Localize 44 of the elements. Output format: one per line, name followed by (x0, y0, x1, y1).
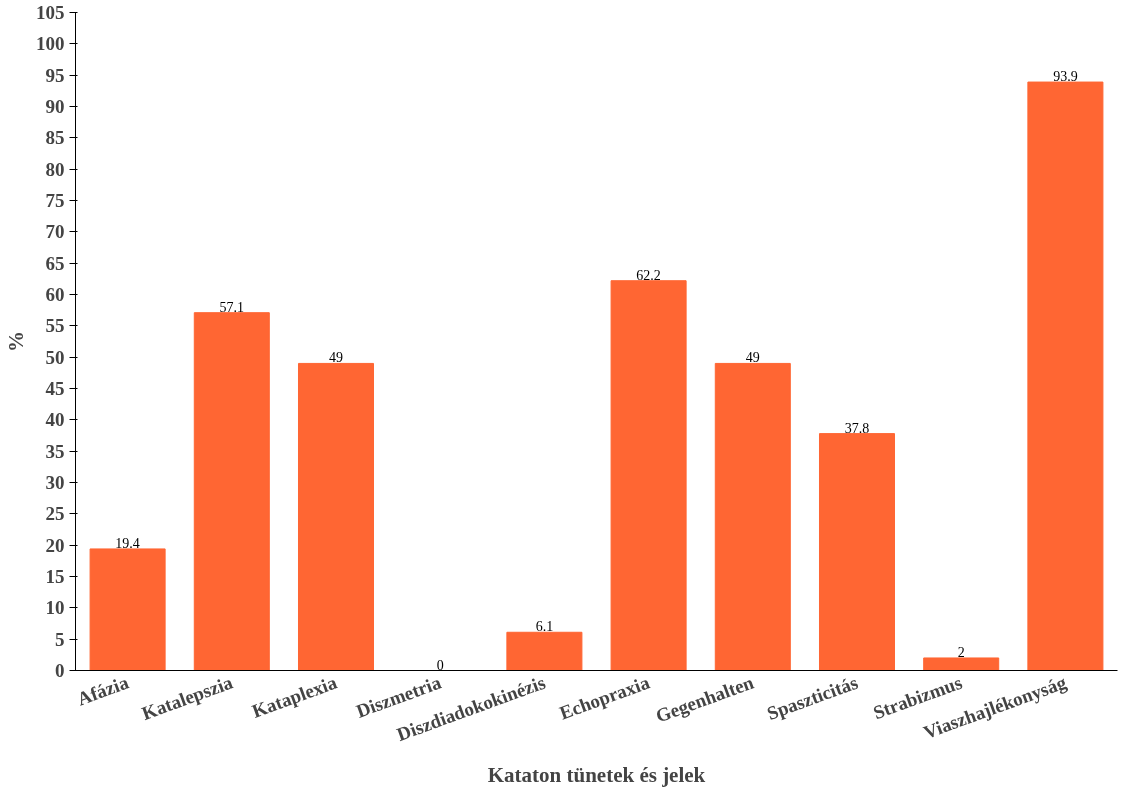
y-tick-label: 75 (45, 190, 65, 211)
y-tick-label: 30 (45, 472, 65, 493)
data-label: 0 (436, 657, 444, 673)
y-tick-label: 105 (36, 2, 65, 23)
y-tick-label: 65 (45, 252, 65, 274)
y-tick-label: 100 (36, 33, 65, 55)
y-tick-label: 0 (55, 660, 65, 681)
y-tick-label: 80 (45, 158, 65, 180)
y-tick-label: 5 (55, 628, 65, 650)
bar (193, 312, 270, 671)
y-tick-label: 15 (45, 566, 65, 587)
y-tick-label: 45 (45, 378, 65, 399)
data-label: 37.8 (844, 420, 870, 436)
data-label: 49 (745, 350, 760, 366)
y-tick-label: 10 (45, 597, 65, 619)
y-tick-label: 90 (45, 96, 65, 117)
bar (610, 280, 687, 671)
x-axis-title: Kataton tünetek és jelek (487, 762, 706, 787)
y-tick-label: 95 (45, 64, 65, 86)
y-tick-label: 70 (45, 221, 65, 243)
y-tick-label: 35 (45, 440, 65, 462)
data-label: 2 (957, 644, 965, 660)
y-tick-label: 50 (45, 346, 65, 368)
data-label: 57.1 (219, 299, 245, 315)
y-tick-label: 20 (45, 534, 65, 556)
bar (923, 657, 1000, 671)
bar (818, 433, 896, 671)
data-label: 62.2 (636, 267, 661, 283)
bar (714, 362, 791, 671)
bar (297, 362, 375, 671)
data-label: 6.1 (535, 619, 554, 635)
data-label: 93.9 (1053, 69, 1078, 85)
y-tick-label: 25 (45, 503, 65, 525)
y-tick-label: 55 (45, 315, 65, 337)
y-tick-label: 85 (45, 127, 65, 149)
y-tick-label: 40 (45, 409, 65, 431)
y-tick-label: 60 (45, 284, 65, 305)
data-label: 19.4 (115, 535, 140, 551)
bar (506, 631, 583, 671)
y-axis-title: % (4, 331, 28, 352)
bar (1027, 81, 1104, 671)
bar (89, 548, 166, 671)
x-tick-label: Afázia (74, 671, 132, 710)
data-label: 49 (329, 350, 343, 366)
